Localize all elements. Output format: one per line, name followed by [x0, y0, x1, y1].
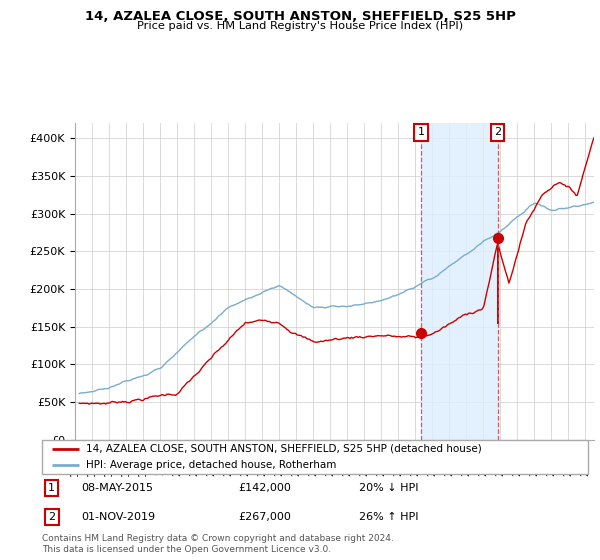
Text: Price paid vs. HM Land Registry's House Price Index (HPI): Price paid vs. HM Land Registry's House … [137, 21, 463, 31]
Text: Contains HM Land Registry data © Crown copyright and database right 2024.
This d: Contains HM Land Registry data © Crown c… [42, 534, 394, 554]
Text: 14, AZALEA CLOSE, SOUTH ANSTON, SHEFFIELD, S25 5HP: 14, AZALEA CLOSE, SOUTH ANSTON, SHEFFIEL… [85, 10, 515, 23]
Text: 2: 2 [494, 127, 501, 137]
Text: HPI: Average price, detached house, Rotherham: HPI: Average price, detached house, Roth… [86, 460, 336, 470]
Text: 2: 2 [48, 512, 55, 522]
Text: 1: 1 [49, 483, 55, 493]
Text: 14, AZALEA CLOSE, SOUTH ANSTON, SHEFFIELD, S25 5HP (detached house): 14, AZALEA CLOSE, SOUTH ANSTON, SHEFFIEL… [86, 444, 481, 454]
Text: 08-MAY-2015: 08-MAY-2015 [82, 483, 154, 493]
Text: 26% ↑ HPI: 26% ↑ HPI [359, 512, 418, 522]
Text: £142,000: £142,000 [239, 483, 292, 493]
Text: £267,000: £267,000 [239, 512, 292, 522]
Text: 20% ↓ HPI: 20% ↓ HPI [359, 483, 418, 493]
Text: 01-NOV-2019: 01-NOV-2019 [82, 512, 155, 522]
Bar [421, 123, 497, 440]
Text: 1: 1 [418, 127, 425, 137]
